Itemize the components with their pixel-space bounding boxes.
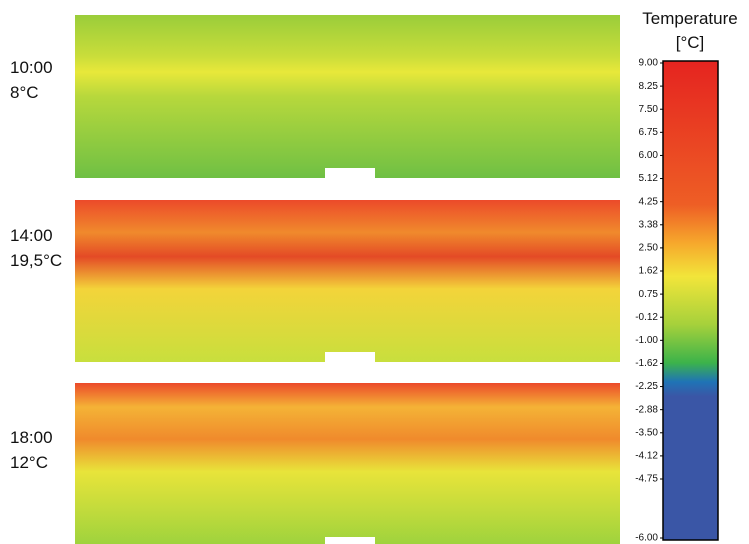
colorbar-tick-label: -2.25	[635, 381, 658, 392]
colorbar-tick-label: 6.75	[639, 127, 659, 138]
colorbar-tick-label: 2.50	[639, 243, 659, 254]
time-label: 10:00	[10, 58, 53, 77]
colorbar-tick-label: -4.75	[635, 474, 658, 485]
opening	[325, 168, 375, 178]
temp-label: 8°C	[10, 83, 39, 102]
colorbar-tick-label: -4.12	[635, 451, 658, 462]
figure: 10:00 8°C 14:00 19,5°C 18:00 12°C Temper…	[0, 0, 749, 544]
colorbar-tick-label: -2.88	[635, 404, 658, 415]
colorbar-tick-label: -1.62	[635, 358, 658, 369]
colorbar-tick-label: 5.12	[639, 173, 659, 184]
opening	[325, 352, 375, 362]
colorbar-tick-label: -0.12	[635, 312, 658, 323]
colorbar-tick-label: -6.00	[635, 533, 658, 544]
time-label: 18:00	[10, 428, 53, 447]
colorbar-tick-label: 4.25	[639, 196, 659, 207]
temp-label: 19,5°C	[10, 251, 62, 270]
opening	[325, 537, 375, 544]
thermal-image	[75, 15, 620, 178]
thermal-image	[75, 200, 620, 362]
colorbar-title: Temperature	[642, 9, 737, 28]
colorbar-tick-label: 7.50	[639, 104, 659, 115]
colorbar-tick-label: -1.00	[635, 335, 658, 346]
colorbar-tick-label: 1.62	[639, 266, 659, 277]
time-label: 14:00	[10, 226, 53, 245]
temp-label: 12°C	[10, 453, 48, 472]
colorbar	[663, 61, 718, 540]
colorbar-tick-label: 8.25	[639, 81, 659, 92]
colorbar-tick-label: -3.50	[635, 427, 658, 438]
colorbar-tick-label: 6.00	[639, 150, 659, 161]
colorbar-tick-label: 9.00	[639, 58, 659, 69]
colorbar-tick-label: 0.75	[639, 289, 659, 300]
colorbar-unit: [°C]	[676, 33, 705, 52]
thermal-image	[75, 383, 620, 544]
colorbar-tick-label: 3.38	[639, 219, 659, 230]
